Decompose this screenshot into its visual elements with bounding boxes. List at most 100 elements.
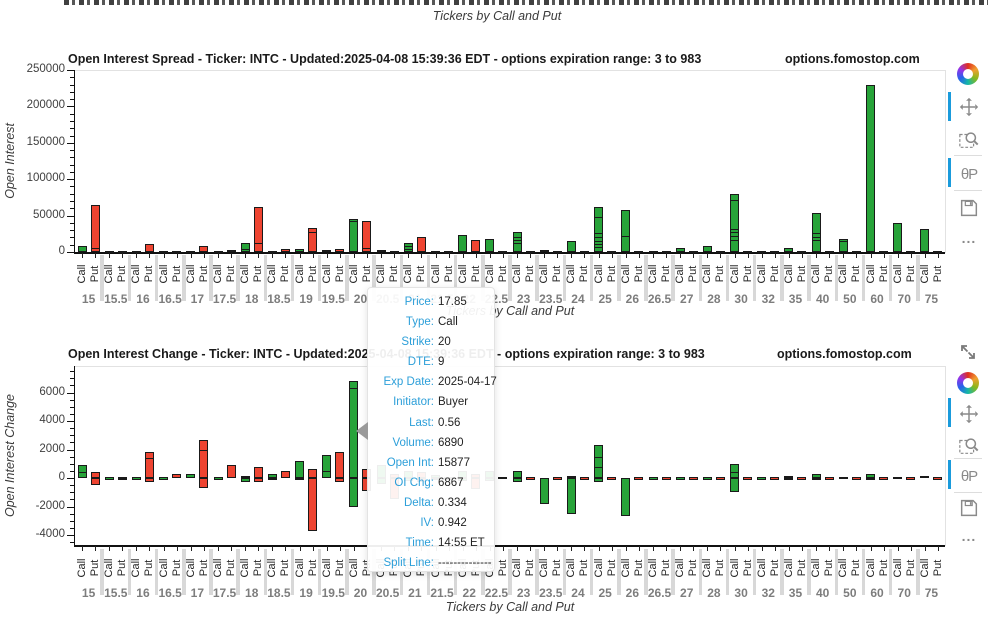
- bar-put-19.5[interactable]: [335, 249, 345, 252]
- bar-call-40-neg[interactable]: [811, 478, 821, 481]
- bar-call-35-pos[interactable]: [784, 475, 794, 478]
- bar-put-27[interactable]: [688, 250, 698, 253]
- bar-call-23-neg[interactable]: [512, 478, 522, 483]
- bar-put-26[interactable]: [634, 476, 644, 480]
- bar-call-23-pos[interactable]: [512, 470, 522, 478]
- bar-call-19-neg[interactable]: [295, 478, 305, 480]
- bar-put-16.5-pos[interactable]: [172, 473, 182, 478]
- bar-call-60-neg[interactable]: [866, 478, 876, 480]
- bar-call-23.5[interactable]: [539, 249, 549, 252]
- bar-call-23[interactable]: [512, 232, 522, 252]
- bar-call-15.5[interactable]: [104, 250, 114, 253]
- bar-put-15-neg[interactable]: [90, 478, 100, 486]
- bar-call-24-neg[interactable]: [566, 478, 576, 514]
- bar-call-40-pos[interactable]: [811, 474, 821, 478]
- bar-put-19.5-neg[interactable]: [335, 478, 345, 483]
- bar-put-18.5[interactable]: [280, 249, 290, 252]
- bar-put-17[interactable]: [199, 246, 209, 252]
- bar-put-22[interactable]: [471, 239, 481, 252]
- bar-call-19-pos[interactable]: [295, 460, 305, 478]
- bar-put-40[interactable]: [824, 250, 834, 253]
- bar-put-28[interactable]: [715, 250, 725, 253]
- bar-call-30-neg[interactable]: [730, 478, 740, 493]
- bar-put-19[interactable]: [308, 227, 318, 252]
- bar-call-18-neg[interactable]: [240, 478, 250, 483]
- bar-put-60[interactable]: [879, 250, 889, 253]
- bar-put-18[interactable]: [253, 206, 263, 252]
- bar-call-15.5[interactable]: [104, 476, 114, 480]
- bar-call-75[interactable]: [920, 228, 930, 252]
- bar-call-15-pos[interactable]: [77, 465, 87, 478]
- box-zoom-tool-button[interactable]: [957, 434, 981, 458]
- bar-put-16-neg[interactable]: [144, 478, 154, 483]
- bar-put-28[interactable]: [715, 476, 725, 480]
- bar-call-16[interactable]: [131, 250, 141, 253]
- bar-put-27[interactable]: [688, 476, 698, 480]
- expand-icon[interactable]: [958, 342, 978, 362]
- bar-call-21[interactable]: [403, 242, 413, 252]
- bar-call-19[interactable]: [295, 249, 305, 252]
- bar-call-30[interactable]: [730, 193, 740, 252]
- more-tool-button[interactable]: ...: [957, 524, 981, 548]
- pan-tool-button[interactable]: [957, 95, 981, 119]
- bar-put-60[interactable]: [879, 476, 889, 480]
- pan-tool-button[interactable]: [957, 402, 981, 426]
- bar-put-18-pos[interactable]: [253, 466, 263, 478]
- bar-put-23[interactable]: [525, 476, 535, 480]
- bar-call-28[interactable]: [702, 246, 712, 252]
- bar-put-26.5[interactable]: [661, 476, 671, 480]
- bar-put-26[interactable]: [634, 250, 644, 253]
- bar-call-22[interactable]: [458, 234, 468, 252]
- bar-call-50-pos[interactable]: [838, 476, 848, 479]
- bar-call-40[interactable]: [811, 212, 821, 252]
- bar-call-16.5[interactable]: [159, 250, 169, 253]
- bar-call-15[interactable]: [77, 246, 87, 252]
- bar-call-20[interactable]: [349, 218, 359, 252]
- bar-put-19-neg[interactable]: [308, 478, 318, 531]
- bar-call-70[interactable]: [893, 222, 903, 252]
- bar-put-16-pos[interactable]: [144, 452, 154, 478]
- bar-put-24[interactable]: [579, 250, 589, 253]
- bar-call-18.5[interactable]: [267, 250, 277, 253]
- bar-call-32[interactable]: [757, 250, 767, 253]
- bar-put-22.5[interactable]: [498, 250, 508, 253]
- bar-put-17-pos[interactable]: [199, 439, 209, 478]
- bar-put-19.5-pos[interactable]: [335, 452, 345, 478]
- bar-call-32[interactable]: [757, 476, 767, 480]
- bar-call-17.5[interactable]: [213, 250, 223, 253]
- bar-put-15-pos[interactable]: [90, 472, 100, 478]
- bar-call-16[interactable]: [131, 476, 141, 480]
- bar-put-26.5[interactable]: [661, 250, 671, 253]
- bar-call-26.5[interactable]: [648, 476, 658, 480]
- bar-put-25[interactable]: [607, 250, 617, 253]
- save-tool-button[interactable]: [957, 496, 981, 520]
- bar-put-40[interactable]: [824, 476, 834, 480]
- box-zoom-tool-button[interactable]: [957, 128, 981, 152]
- bar-call-26-neg[interactable]: [621, 478, 631, 517]
- bar-call-20.5[interactable]: [376, 249, 386, 252]
- bar-call-20-neg[interactable]: [349, 478, 359, 507]
- bar-put-25[interactable]: [607, 476, 617, 480]
- bar-put-32[interactable]: [770, 250, 780, 253]
- plot-area[interactable]: [75, 70, 946, 253]
- bar-call-25[interactable]: [594, 206, 604, 252]
- bar-call-75-pos[interactable]: [920, 475, 930, 478]
- bar-call-25-pos[interactable]: [594, 445, 604, 478]
- bar-call-21.5[interactable]: [431, 250, 441, 253]
- bar-put-75[interactable]: [933, 476, 943, 480]
- bar-put-50[interactable]: [851, 250, 861, 253]
- bar-put-19-pos[interactable]: [308, 469, 318, 478]
- hover-tool-button[interactable]: θΡ: [957, 162, 981, 186]
- plot-area[interactable]: [75, 366, 946, 546]
- bar-put-21[interactable]: [416, 236, 426, 252]
- bar-call-23.5-neg[interactable]: [539, 478, 549, 504]
- more-tool-button[interactable]: ...: [957, 226, 981, 250]
- bar-put-21.5[interactable]: [444, 250, 454, 253]
- bar-put-35[interactable]: [797, 250, 807, 253]
- bar-put-15.5-neg[interactable]: [117, 478, 127, 480]
- bar-put-70[interactable]: [906, 250, 916, 253]
- bar-put-70[interactable]: [906, 476, 916, 480]
- bar-put-23.5[interactable]: [552, 250, 562, 253]
- bar-call-35[interactable]: [784, 247, 794, 252]
- bar-put-20.5[interactable]: [389, 250, 399, 253]
